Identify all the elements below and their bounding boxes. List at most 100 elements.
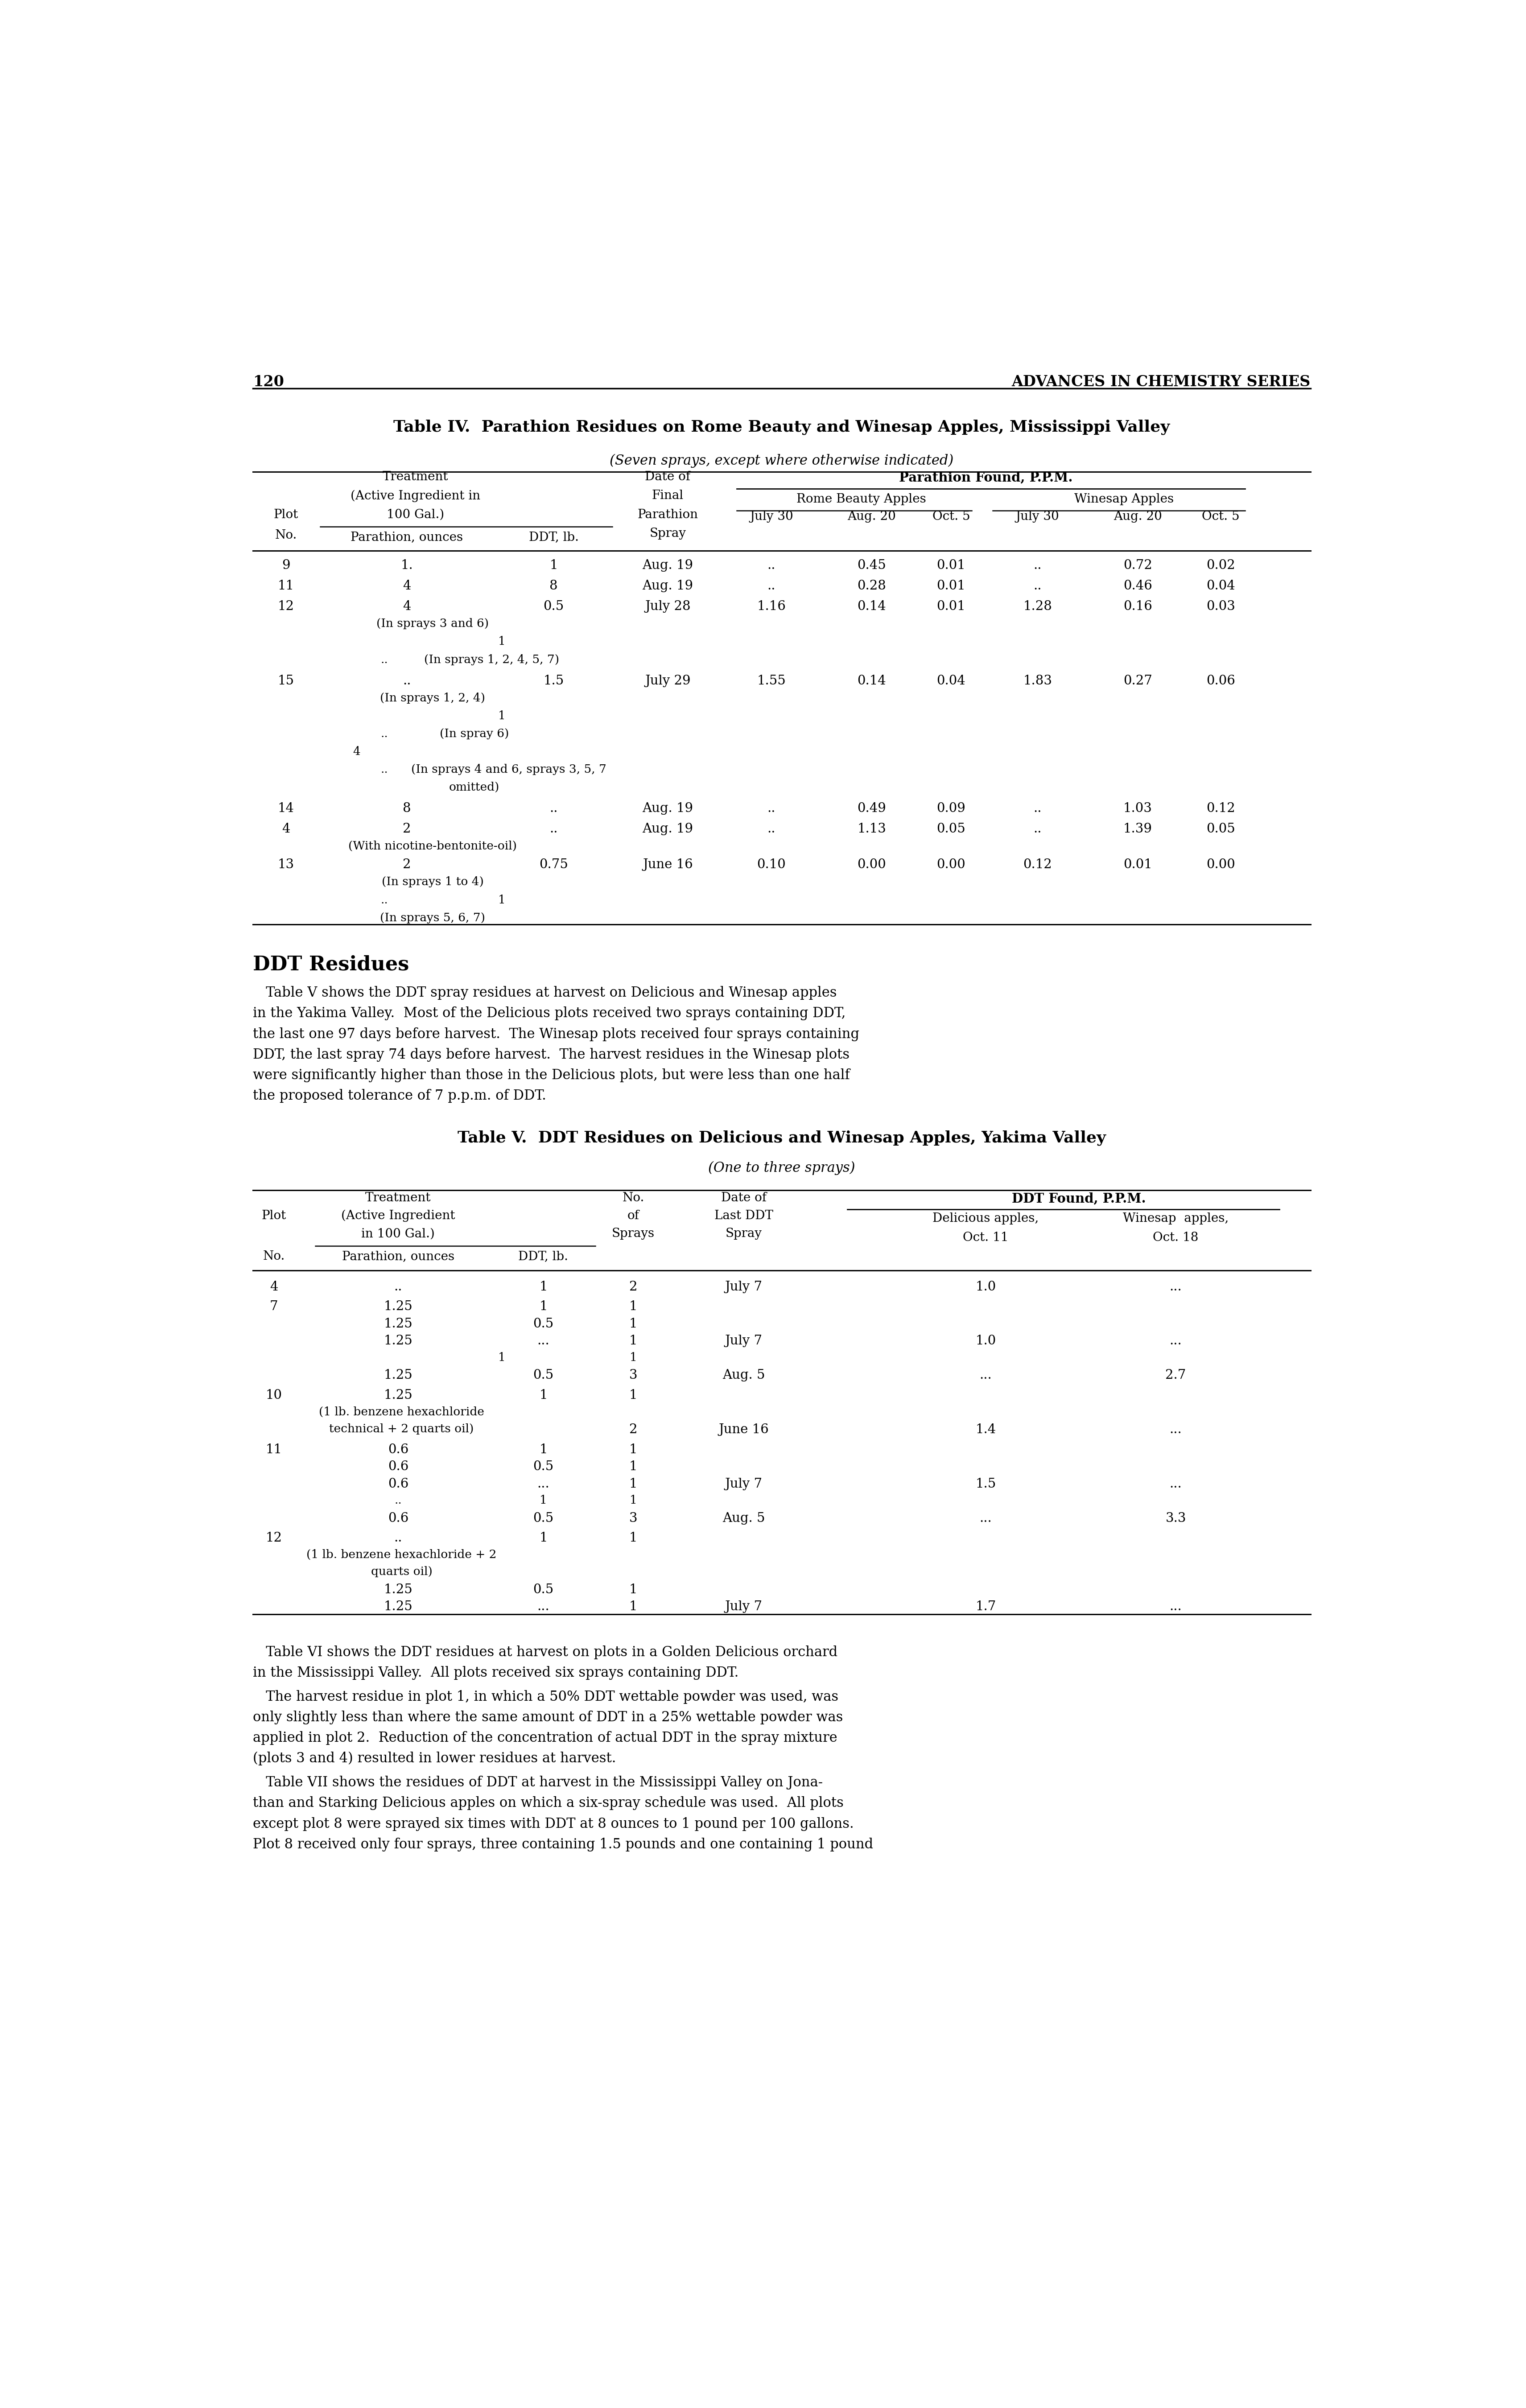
Text: Rome Beauty Apples: Rome Beauty Apples <box>797 494 926 506</box>
Text: 0.72: 0.72 <box>1123 559 1152 571</box>
Text: 1: 1 <box>629 1317 638 1329</box>
Text: ..: .. <box>549 802 557 814</box>
Text: June 16: June 16 <box>642 860 693 872</box>
Text: 11: 11 <box>266 1442 282 1457</box>
Text: 1: 1 <box>497 1351 505 1363</box>
Text: 0.01: 0.01 <box>1123 860 1152 872</box>
Text: 1: 1 <box>497 710 505 722</box>
Text: 0.09: 0.09 <box>937 802 966 814</box>
Text: July 7: July 7 <box>725 1281 763 1293</box>
Text: of: of <box>627 1209 639 1221</box>
Text: 0.05: 0.05 <box>937 824 966 836</box>
Text: 0.5: 0.5 <box>533 1317 554 1329</box>
Text: 0.14: 0.14 <box>858 674 885 686</box>
Text: 1.4: 1.4 <box>975 1423 995 1435</box>
Text: 2: 2 <box>629 1423 638 1435</box>
Text: The harvest residue in plot 1, in which a 50% DDT wettable powder was used, was: The harvest residue in plot 1, in which … <box>253 1690 838 1705</box>
Text: Oct. 18: Oct. 18 <box>1152 1230 1198 1243</box>
Text: 0.00: 0.00 <box>937 860 966 872</box>
Text: ..: .. <box>768 802 775 814</box>
Text: 1: 1 <box>629 1495 636 1505</box>
Text: Parathion Found, P.P.M.: Parathion Found, P.P.M. <box>899 472 1073 484</box>
Text: 1.16: 1.16 <box>757 600 786 614</box>
Text: 0.5: 0.5 <box>533 1512 554 1524</box>
Text: Sprays: Sprays <box>612 1228 655 1240</box>
Text: 1.13: 1.13 <box>858 824 887 836</box>
Text: in the Mississippi Valley.  All plots received six sprays containing DDT.: in the Mississippi Valley. All plots rec… <box>253 1666 739 1681</box>
Text: Last DDT: Last DDT <box>714 1209 774 1221</box>
Text: ...: ... <box>1169 1479 1181 1491</box>
Text: Table IV.  Parathion Residues on Rome Beauty and Winesap Apples, Mississippi Val: Table IV. Parathion Residues on Rome Bea… <box>394 419 1170 436</box>
Text: (In sprays 5, 6, 7): (In sprays 5, 6, 7) <box>380 913 485 922</box>
Text: only slightly less than where the same amount of DDT in a 25% wettable powder wa: only slightly less than where the same a… <box>253 1710 842 1724</box>
Text: ...: ... <box>980 1370 992 1382</box>
Text: DDT Residues: DDT Residues <box>253 956 409 975</box>
Text: except plot 8 were sprayed six times with DDT at 8 ounces to 1 pound per 100 gal: except plot 8 were sprayed six times wit… <box>253 1818 853 1830</box>
Text: 1: 1 <box>497 636 505 648</box>
Text: 1.25: 1.25 <box>383 1334 412 1348</box>
Text: technical + 2 quarts oil): technical + 2 quarts oil) <box>330 1423 473 1435</box>
Text: July 29: July 29 <box>644 674 690 686</box>
Text: 4: 4 <box>353 746 360 756</box>
Text: ...: ... <box>980 1512 992 1524</box>
Text: June 16: June 16 <box>719 1423 769 1435</box>
Text: ..: .. <box>1033 802 1041 814</box>
Text: ...: ... <box>537 1601 549 1613</box>
Text: than and Starking Delicious apples on which a six-spray schedule was used.  All : than and Starking Delicious apples on wh… <box>253 1796 844 1811</box>
Text: Date of: Date of <box>720 1192 766 1204</box>
Text: Spray: Spray <box>725 1228 761 1240</box>
Text: ...: ... <box>1169 1601 1181 1613</box>
Text: 2: 2 <box>403 860 410 872</box>
Text: 1.: 1. <box>400 559 414 571</box>
Text: (1 lb. benzene hexachloride: (1 lb. benzene hexachloride <box>319 1406 484 1418</box>
Text: Plot: Plot <box>261 1209 285 1221</box>
Text: Treatment: Treatment <box>383 472 449 484</box>
Text: the last one 97 days before harvest.  The Winesap plots received four sprays con: the last one 97 days before harvest. The… <box>253 1028 859 1040</box>
Text: 0.04: 0.04 <box>1206 580 1235 592</box>
Text: 12: 12 <box>266 1531 282 1544</box>
Text: (In spray 6): (In spray 6) <box>439 727 508 739</box>
Text: Treatment: Treatment <box>365 1192 430 1204</box>
Text: 1: 1 <box>629 1389 638 1401</box>
Text: July 30: July 30 <box>749 510 794 523</box>
Text: (In sprays 1, 2, 4): (In sprays 1, 2, 4) <box>380 694 485 703</box>
Text: 13: 13 <box>278 860 295 872</box>
Text: 8: 8 <box>549 580 557 592</box>
Text: (In sprays 3 and 6): (In sprays 3 and 6) <box>377 619 488 628</box>
Text: ..: .. <box>1033 580 1041 592</box>
Text: 0.5: 0.5 <box>533 1370 554 1382</box>
Text: July 7: July 7 <box>725 1601 763 1613</box>
Text: DDT, lb.: DDT, lb. <box>528 532 578 544</box>
Text: 0.12: 0.12 <box>1022 860 1051 872</box>
Text: Aug. 19: Aug. 19 <box>642 824 693 836</box>
Text: Aug. 20: Aug. 20 <box>1112 510 1161 523</box>
Text: 1.25: 1.25 <box>383 1584 412 1597</box>
Text: 1: 1 <box>629 1300 638 1312</box>
Text: 1: 1 <box>539 1531 548 1544</box>
Text: 1.55: 1.55 <box>757 674 786 686</box>
Text: 1: 1 <box>497 893 505 905</box>
Text: July 7: July 7 <box>725 1479 763 1491</box>
Text: Winesap  apples,: Winesap apples, <box>1123 1214 1228 1226</box>
Text: 0.5: 0.5 <box>543 600 563 614</box>
Text: ..: .. <box>380 763 388 775</box>
Text: 1.28: 1.28 <box>1022 600 1051 614</box>
Text: 1: 1 <box>629 1442 638 1457</box>
Text: 0.6: 0.6 <box>388 1512 409 1524</box>
Text: 1.5: 1.5 <box>543 674 563 686</box>
Text: 4: 4 <box>270 1281 278 1293</box>
Text: 1: 1 <box>549 559 557 571</box>
Text: Aug. 19: Aug. 19 <box>642 580 693 592</box>
Text: (One to three sprays): (One to three sprays) <box>708 1161 855 1175</box>
Text: (In sprays 1, 2, 4, 5, 7): (In sprays 1, 2, 4, 5, 7) <box>424 655 559 665</box>
Text: 1: 1 <box>629 1351 636 1363</box>
Text: 1.5: 1.5 <box>975 1479 995 1491</box>
Text: Table V.  DDT Residues on Delicious and Winesap Apples, Yakima Valley: Table V. DDT Residues on Delicious and W… <box>458 1129 1106 1146</box>
Text: ..: .. <box>380 893 388 905</box>
Text: ADVANCES IN CHEMISTRY SERIES: ADVANCES IN CHEMISTRY SERIES <box>1012 376 1311 390</box>
Text: Delicious apples,: Delicious apples, <box>932 1214 1039 1226</box>
Text: 4: 4 <box>403 600 410 614</box>
Text: were significantly higher than those in the Delicious plots, but were less than : were significantly higher than those in … <box>253 1069 850 1081</box>
Text: Oct. 5: Oct. 5 <box>1201 510 1239 523</box>
Text: ..: .. <box>394 1531 403 1544</box>
